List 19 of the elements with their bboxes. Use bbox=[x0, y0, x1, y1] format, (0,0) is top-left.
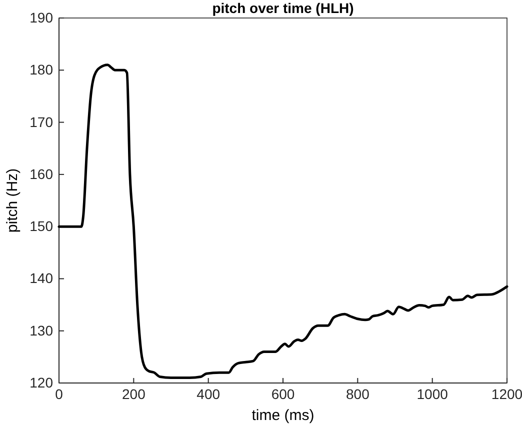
x-axis-title: time (ms) bbox=[252, 407, 314, 424]
line-series bbox=[58, 64, 508, 380]
x-tick-label: 0 bbox=[55, 386, 64, 402]
y-tick-label: 120 bbox=[30, 374, 54, 390]
x-tick-label: 1000 bbox=[416, 386, 448, 402]
x-tick-label: 800 bbox=[346, 386, 370, 402]
chart-title: pitch over time (HLH) bbox=[212, 0, 354, 16]
x-tick-label: 200 bbox=[122, 386, 146, 402]
y-tick-label: 140 bbox=[30, 270, 54, 286]
x-tick-label: 600 bbox=[271, 386, 295, 402]
y-tick-label: 190 bbox=[30, 9, 54, 26]
x-tick-label: 1200 bbox=[491, 386, 522, 402]
y-tick-label: 150 bbox=[30, 218, 54, 234]
y-tick-label: 160 bbox=[30, 166, 54, 182]
y-axis-title: pitch (Hz) bbox=[4, 168, 21, 233]
y-tick-label: 180 bbox=[30, 62, 54, 78]
y-tick-label: 170 bbox=[30, 114, 54, 130]
x-tick-label: 400 bbox=[196, 386, 220, 402]
y-tick-label: 130 bbox=[30, 322, 54, 338]
